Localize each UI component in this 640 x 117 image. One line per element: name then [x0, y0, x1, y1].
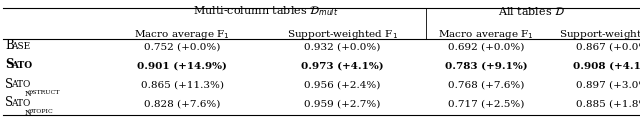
Text: 0.865 (+11.3%): 0.865 (+11.3%): [141, 81, 224, 90]
Text: ATO: ATO: [11, 61, 32, 70]
Text: N: N: [24, 109, 31, 117]
Text: S: S: [5, 58, 13, 71]
Text: 0.867 (+0.0%): 0.867 (+0.0%): [576, 42, 640, 51]
Text: N: N: [24, 90, 31, 98]
Text: 0.956 (+2.4%): 0.956 (+2.4%): [304, 81, 381, 90]
Text: 0.752 (+0.0%): 0.752 (+0.0%): [144, 42, 221, 51]
Text: OSTRUCT: OSTRUCT: [28, 90, 60, 95]
Text: 0.692 (+0.0%): 0.692 (+0.0%): [448, 42, 525, 51]
Text: B: B: [5, 39, 14, 52]
Text: Support-weighted F$_1$: Support-weighted F$_1$: [287, 28, 398, 41]
Text: 0.973 (+4.1%): 0.973 (+4.1%): [301, 61, 384, 70]
Text: 0.897 (+3.0%): 0.897 (+3.0%): [576, 81, 640, 90]
Text: S: S: [5, 78, 13, 91]
Text: 0.932 (+0.0%): 0.932 (+0.0%): [304, 42, 381, 51]
Text: Support-weighted F$_1$: Support-weighted F$_1$: [559, 28, 640, 41]
Text: ASE: ASE: [11, 42, 30, 51]
Text: Macro average F$_1$: Macro average F$_1$: [134, 28, 230, 41]
Text: S: S: [5, 97, 13, 110]
Text: Macro average F$_1$: Macro average F$_1$: [438, 28, 534, 41]
Text: 0.783 (+9.1%): 0.783 (+9.1%): [445, 61, 528, 70]
Text: ATO: ATO: [11, 99, 30, 108]
Text: 0.768 (+7.6%): 0.768 (+7.6%): [448, 81, 525, 90]
Text: 0.828 (+7.6%): 0.828 (+7.6%): [144, 99, 221, 108]
Text: 0.901 (+14.9%): 0.901 (+14.9%): [138, 61, 227, 70]
Text: 0.908 (+4.1%): 0.908 (+4.1%): [573, 61, 640, 70]
Text: Multi-column tables $\mathcal{D}_{mult}$: Multi-column tables $\mathcal{D}_{mult}$: [193, 5, 339, 18]
Text: 0.885 (+1.8%): 0.885 (+1.8%): [576, 99, 640, 108]
Text: 0.717 (+2.5%): 0.717 (+2.5%): [448, 99, 525, 108]
Text: All tables $\mathcal{D}$: All tables $\mathcal{D}$: [498, 5, 564, 17]
Text: OTOPIC: OTOPIC: [28, 109, 54, 114]
Text: 0.959 (+2.7%): 0.959 (+2.7%): [304, 99, 381, 108]
Text: ATO: ATO: [11, 80, 30, 89]
